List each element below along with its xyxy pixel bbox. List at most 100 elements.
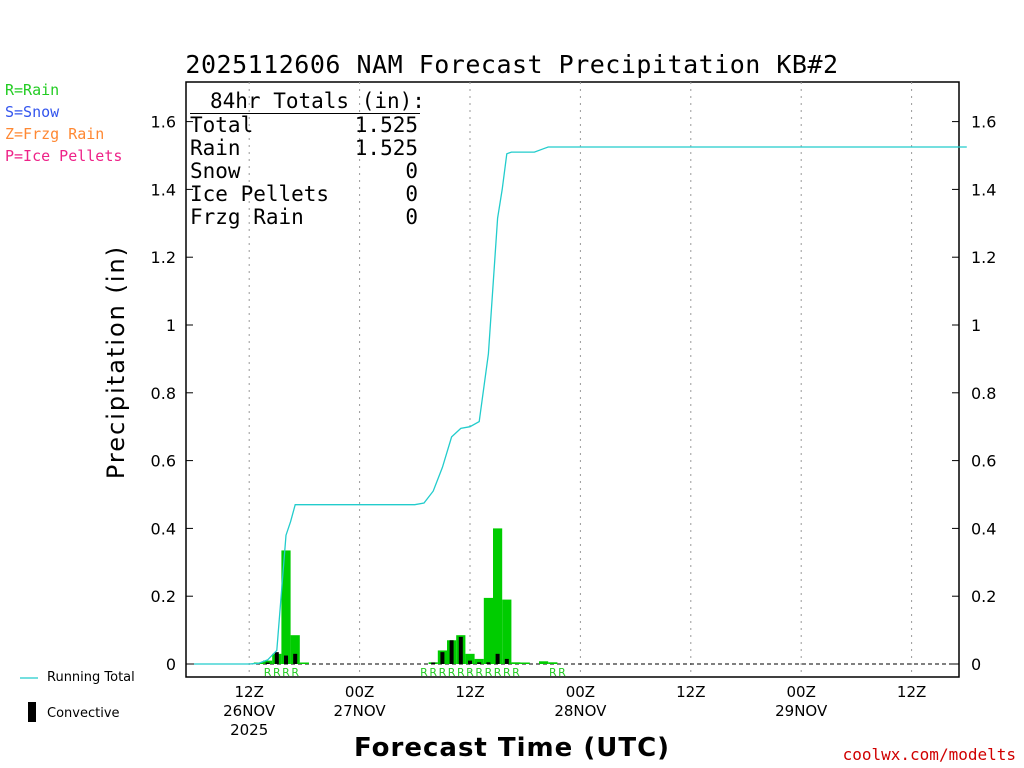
convective-bar	[284, 655, 288, 664]
rain-type-marker: R	[494, 666, 502, 679]
precip-bar	[511, 662, 521, 664]
y-tick-label-left: 1	[166, 316, 176, 335]
x-axis-label: Forecast Time (UTC)	[353, 733, 671, 763]
precip-type-legend: R=Rain S=Snow Z=Frzg Rain P=Ice Pellets	[5, 79, 122, 167]
rain-type-marker: R	[429, 666, 437, 679]
precip-bar	[474, 658, 484, 664]
rain-type-marker: R	[282, 666, 290, 679]
totals-row: Total 1.525	[190, 114, 418, 137]
rain-type-marker: R	[485, 666, 493, 679]
convective-bar	[486, 662, 491, 664]
precip-bar	[299, 662, 309, 664]
convective-bar	[495, 653, 500, 664]
legend-ice-pellets: P=Ice Pellets	[5, 147, 123, 165]
legend-rain: R=Rain	[5, 81, 60, 99]
plot-frame	[185, 81, 960, 678]
totals-row-value: 1.525	[354, 136, 418, 160]
totals-header: 84hr Totals (in):	[190, 90, 425, 114]
totals-row-label: Rain	[190, 136, 241, 160]
x-tick-label: 12Z	[897, 683, 926, 701]
precip-bar	[281, 550, 291, 664]
y-tick-label-right: 0.8	[971, 384, 996, 403]
precip-bar	[483, 597, 493, 664]
rain-type-marker: R	[457, 666, 465, 679]
running-total-line	[194, 146, 967, 665]
precip-bar	[290, 635, 300, 664]
x-tick-label: 29NOV	[775, 702, 828, 720]
y-tick-label-right: 0.4	[971, 519, 996, 538]
y-tick-label-right: 1.2	[971, 248, 996, 267]
y-tick-label-left: 1.2	[151, 248, 176, 267]
rain-type-marker: R	[549, 666, 557, 679]
y-tick-label-right: 1	[971, 316, 981, 335]
convective-bar	[431, 662, 436, 664]
rain-type-marker: R	[512, 666, 520, 679]
y-tick-label-right: 1.6	[971, 113, 996, 132]
rain-type-marker: R	[291, 666, 299, 679]
totals-row-value: 1.525	[354, 113, 418, 137]
running-total-legend-label: Running Total	[47, 670, 135, 685]
convective-bar	[468, 660, 472, 664]
precip-bar	[548, 662, 558, 664]
x-tick-label: 2025	[230, 721, 268, 739]
y-tick-label-left: 0	[166, 655, 176, 674]
x-tick-label: 27NOV	[334, 702, 387, 720]
convective-bar	[265, 662, 270, 664]
totals-row: Snow 0	[190, 160, 418, 183]
precip-bar	[520, 662, 530, 664]
y-tick-label-left: 1.4	[151, 180, 176, 199]
rain-type-marker: R	[420, 666, 428, 679]
x-tick-label: 00Z	[566, 683, 595, 701]
rain-type-marker: R	[273, 666, 281, 679]
precip-bar	[465, 653, 475, 664]
x-tick-label: 26NOV	[223, 702, 276, 720]
precip-bar	[493, 528, 503, 664]
rain-type-marker: R	[475, 666, 483, 679]
y-tick-label-left: 0.4	[151, 519, 176, 538]
y-tick-label-right: 1.4	[971, 180, 996, 199]
rain-type-marker: R	[503, 666, 511, 679]
rain-type-marker: R	[264, 666, 272, 679]
precip-bar	[263, 660, 273, 664]
x-tick-label: 00Z	[787, 683, 816, 701]
y-tick-label-right: 0.2	[971, 587, 996, 606]
precip-bar	[502, 599, 512, 664]
x-tick-label: 12Z	[235, 683, 264, 701]
convective-bar	[274, 652, 279, 664]
totals-row-label: Frzg Rain	[190, 205, 304, 229]
convective-bar	[449, 640, 454, 664]
x-tick-label: 12Z	[676, 683, 705, 701]
convective-bar	[293, 653, 298, 664]
totals-row-label: Ice Pellets	[190, 182, 330, 206]
rain-type-marker: R	[439, 666, 447, 679]
convective-bar	[440, 652, 445, 664]
legend-snow: S=Snow	[5, 103, 60, 121]
credit-text: coolwx.com/modelts	[842, 745, 1016, 764]
totals-row-label: Snow	[190, 159, 241, 183]
x-tick-label: 00Z	[345, 683, 374, 701]
rain-type-marker: R	[466, 666, 474, 679]
totals-row: Frzg Rain 0	[190, 206, 418, 229]
rain-type-marker: R	[448, 666, 456, 679]
totals-row-value: 0	[405, 205, 418, 229]
rain-type-marker: R	[558, 666, 566, 679]
y-tick-label-right: 0.6	[971, 452, 996, 471]
legend-freezing-rain: Z=Frzg Rain	[5, 125, 105, 143]
y-tick-label-left: 0.6	[151, 452, 176, 471]
convective-bar	[477, 662, 482, 664]
y-tick-label-left: 1.6	[151, 113, 176, 132]
totals-box: 84hr Totals (in): Total 1.525 Rain 1.525 Sno…	[190, 90, 425, 229]
convective-legend-swatch	[28, 702, 36, 722]
chart-title: 2025112606 NAM Forecast Precipitation KB…	[185, 50, 839, 79]
convective-bar	[458, 636, 463, 664]
totals-rows: Total 1.525 Rain 1.525 Snow 0 Ice Pellets 0 Frzg…	[190, 114, 420, 229]
totals-row: Rain 1.525	[190, 137, 418, 160]
convective-legend-label: Convective	[47, 706, 120, 721]
totals-row-value: 0	[405, 159, 418, 183]
y-tick-label-left: 0.8	[151, 384, 176, 403]
y-tick-label-left: 0.2	[151, 587, 176, 606]
x-tick-label: 12Z	[455, 683, 484, 701]
totals-row-label: Total	[190, 113, 254, 137]
totals-row-value: 0	[405, 182, 418, 206]
